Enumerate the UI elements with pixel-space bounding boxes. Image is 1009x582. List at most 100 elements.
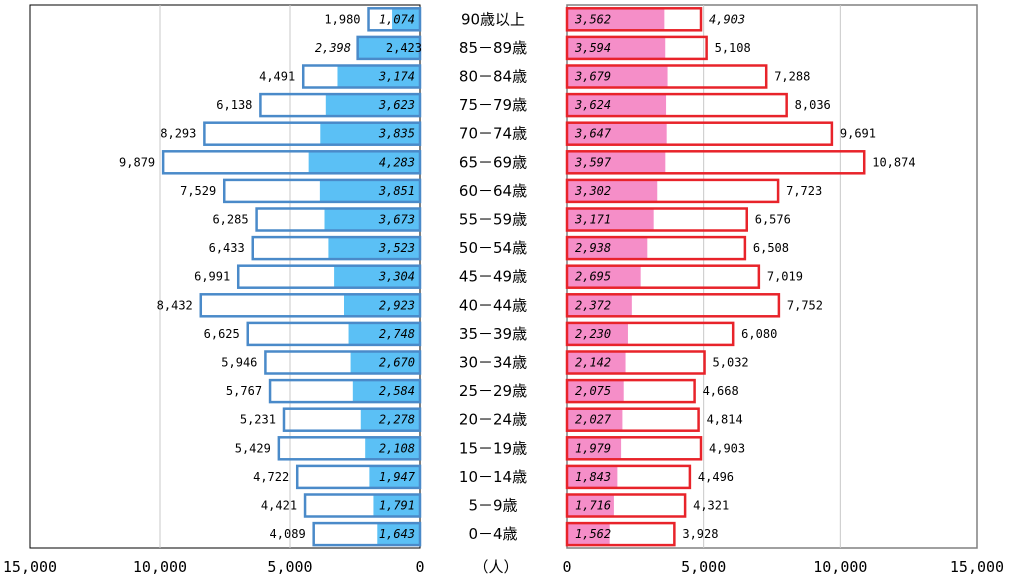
right-total-bar bbox=[565, 64, 768, 89]
age-category-label: 90歳以上 bbox=[461, 10, 525, 28]
right-total-bar bbox=[565, 7, 703, 32]
left-total-bar bbox=[199, 293, 422, 318]
age-category-label: 60－64歳 bbox=[459, 182, 527, 200]
left-inner-bar bbox=[324, 208, 420, 231]
age-category-label: 70－74歳 bbox=[459, 125, 527, 143]
right-inner-label: 3,597 bbox=[574, 155, 612, 169]
left-total-label: 2,398 bbox=[315, 41, 351, 55]
left-total-bar bbox=[251, 235, 422, 261]
age-category-label: 10－14歳 bbox=[459, 468, 527, 486]
left-inner-label: 2,278 bbox=[379, 413, 415, 427]
left-total-bar bbox=[203, 121, 422, 146]
right-total-bar bbox=[565, 293, 781, 318]
left-total-label: 8,293 bbox=[160, 127, 196, 141]
right-inner-bar bbox=[567, 380, 624, 403]
left-axis-tick-label: 10,000 bbox=[133, 558, 187, 576]
right-inner-label: 3,647 bbox=[574, 127, 612, 141]
left-total-label: 8,432 bbox=[157, 298, 193, 312]
left-axis-tick-label: 0 bbox=[415, 558, 424, 576]
right-inner-bar bbox=[567, 351, 626, 374]
right-inner-label: 1,562 bbox=[575, 527, 611, 541]
age-category-label: 85－89歳 bbox=[459, 39, 527, 57]
left-bars: 1,074 1,980 2,423 2,398 3,174 4,491 3,623 6,138… bbox=[119, 7, 422, 547]
left-total-label: 5,946 bbox=[221, 356, 257, 370]
left-total-label: 4,421 bbox=[261, 499, 297, 513]
right-total-label: 5,032 bbox=[713, 356, 749, 370]
age-category-label: 55－59歳 bbox=[459, 211, 527, 229]
right-total-bar bbox=[565, 35, 708, 61]
right-total-label: 7,752 bbox=[787, 298, 823, 312]
right-total-label: 6,576 bbox=[755, 213, 791, 227]
right-axis-tick-label: 15,000 bbox=[950, 558, 1004, 576]
right-total-label: 9,691 bbox=[840, 127, 876, 141]
right-inner-bar bbox=[567, 151, 666, 174]
right-inner-label: 1,979 bbox=[575, 441, 611, 455]
left-total-bar bbox=[264, 350, 422, 375]
age-category-label: 15－19歳 bbox=[459, 439, 527, 457]
right-inner-bar bbox=[567, 265, 641, 288]
left-inner-label: 1,947 bbox=[379, 470, 416, 484]
left-inner-bar bbox=[357, 36, 420, 59]
left-axis-ticks: 15,000 10,000 5,000 0 bbox=[3, 558, 425, 576]
unit-label: （人） bbox=[473, 558, 518, 576]
right-inner-label: 3,562 bbox=[574, 12, 611, 26]
right-inner-label: 2,372 bbox=[575, 298, 611, 312]
right-inner-bar bbox=[567, 208, 654, 231]
age-category-label: 5－9歳 bbox=[468, 497, 517, 515]
age-category-label: 30－34歳 bbox=[459, 354, 527, 372]
right-total-bar bbox=[565, 207, 748, 232]
right-total-label: 4,321 bbox=[693, 499, 729, 513]
left-total-label: 6,285 bbox=[212, 213, 248, 227]
right-total-bar bbox=[565, 350, 706, 375]
right-inner-bar bbox=[567, 179, 658, 202]
right-gridlines bbox=[703, 5, 841, 548]
age-category-label: 65－69歳 bbox=[459, 153, 527, 171]
left-inner-bar bbox=[352, 380, 420, 403]
right-total-label: 4,903 bbox=[709, 441, 745, 455]
right-total-bar bbox=[565, 121, 834, 146]
age-category-label: 75－79歳 bbox=[459, 96, 527, 114]
right-total-label: 7,723 bbox=[786, 184, 822, 198]
left-inner-bar bbox=[308, 151, 420, 174]
right-inner-bar bbox=[567, 36, 666, 59]
right-total-bar bbox=[565, 150, 866, 175]
right-inner-label: 3,679 bbox=[574, 70, 611, 84]
left-inner-bar bbox=[350, 351, 420, 374]
left-inner-label: 1,791 bbox=[379, 499, 415, 513]
right-inner-label: 3,594 bbox=[574, 41, 611, 55]
right-total-label: 7,288 bbox=[774, 70, 810, 84]
left-total-bar bbox=[255, 207, 422, 232]
right-total-bar bbox=[565, 436, 703, 461]
left-inner-label: 2,923 bbox=[379, 298, 415, 312]
left-gridlines bbox=[159, 5, 291, 548]
right-inner-bar bbox=[567, 122, 667, 145]
left-total-label: 5,767 bbox=[226, 384, 262, 398]
left-axis-tick-label: 15,000 bbox=[3, 558, 57, 576]
left-inner-bar bbox=[320, 122, 420, 145]
right-inner-label: 2,230 bbox=[575, 327, 611, 341]
left-total-bar bbox=[295, 464, 422, 490]
left-inner-label: 2,584 bbox=[379, 384, 415, 398]
age-category-label: 20－24歳 bbox=[459, 411, 527, 429]
left-total-label: 6,433 bbox=[209, 241, 245, 255]
right-axis-tick-label: 5,000 bbox=[681, 558, 726, 576]
left-inner-label: 3,304 bbox=[378, 270, 415, 284]
left-total-label: 9,879 bbox=[119, 155, 155, 169]
right-total-label: 5,108 bbox=[715, 41, 751, 55]
right-inner-bar bbox=[567, 8, 665, 31]
left-inner-bar bbox=[334, 265, 420, 288]
right-inner-label: 3,171 bbox=[574, 213, 611, 227]
right-inner-label: 1,716 bbox=[575, 499, 611, 513]
age-category-label: 25－29歳 bbox=[459, 382, 527, 400]
right-total-bar bbox=[565, 407, 700, 432]
age-labels: 90歳以上 85－89歳 80－84歳 75－79歳 70－74歳 65－69歳 60－64… bbox=[459, 10, 527, 543]
left-inner-label: 3,623 bbox=[378, 98, 415, 112]
left-inner-label: 4,283 bbox=[379, 155, 415, 169]
left-total-bar bbox=[312, 521, 422, 547]
left-total-label: 6,625 bbox=[204, 327, 240, 341]
left-total-label: 5,231 bbox=[240, 413, 276, 427]
left-inner-label: 3,174 bbox=[378, 70, 415, 84]
left-total-label: 6,138 bbox=[216, 98, 252, 112]
right-inner-label: 3,624 bbox=[574, 98, 611, 112]
left-inner-label: 1,643 bbox=[379, 527, 415, 541]
